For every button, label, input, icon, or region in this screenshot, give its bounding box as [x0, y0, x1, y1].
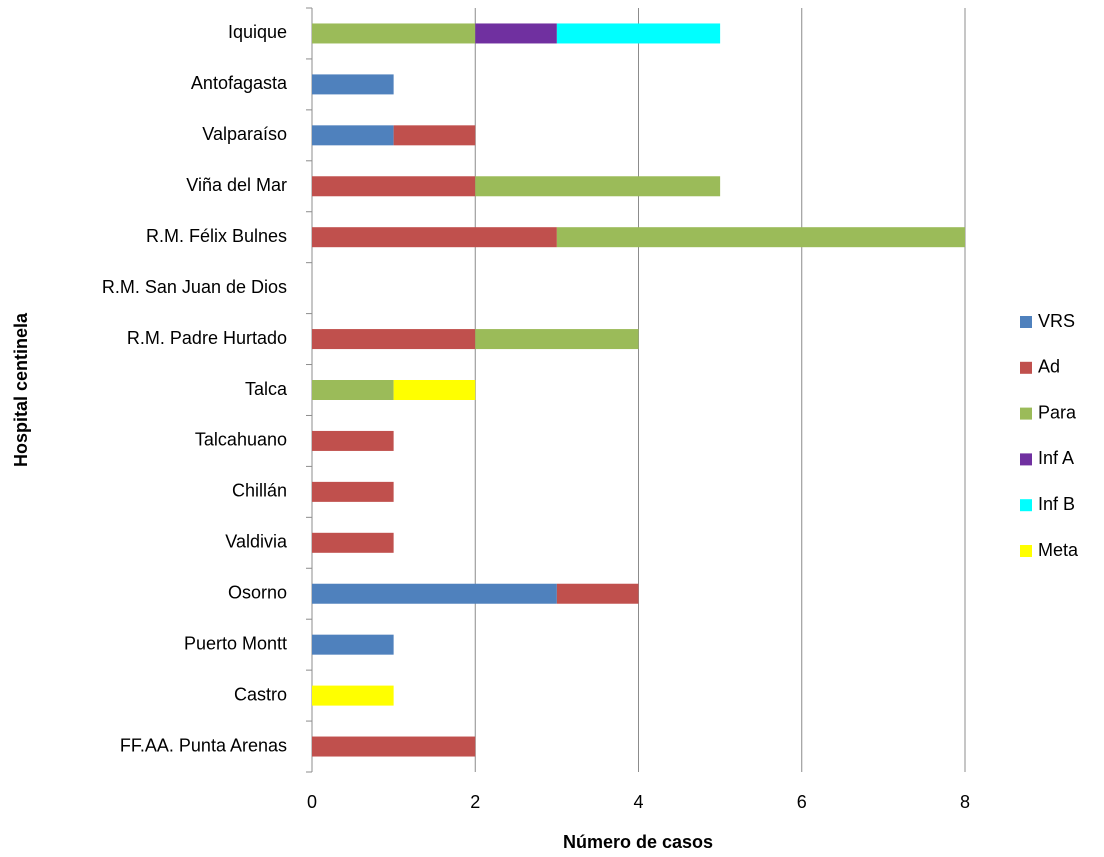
bar-segment: [312, 685, 394, 706]
y-tick-label: Puerto Montt: [184, 633, 287, 653]
legend-swatch: [1020, 545, 1032, 557]
bar-segment: [312, 380, 394, 400]
x-tick-label: 4: [633, 792, 643, 812]
legend-label: VRS: [1038, 311, 1075, 331]
y-tick-label: Talcahuano: [195, 430, 287, 450]
y-tick-label: Viña del Mar: [186, 175, 287, 195]
legend-swatch: [1020, 453, 1032, 466]
bar-segment: [475, 23, 557, 44]
bar-segment: [312, 736, 476, 757]
legend-label: Para: [1038, 402, 1077, 422]
y-tick-label: Osorno: [228, 582, 287, 602]
y-tick-label: R.M. Félix Bulnes: [146, 226, 287, 246]
bar-segment: [312, 227, 557, 248]
y-tick-label: Castro: [234, 684, 287, 704]
bar-segment: [312, 125, 394, 146]
y-tick-label: FF.AA. Punta Arenas: [120, 735, 287, 755]
y-axis-label: Hospital centinela: [11, 312, 31, 467]
bar-segment: [393, 380, 476, 400]
bar-segment: [556, 227, 965, 248]
bar-segment: [556, 23, 721, 44]
y-tick-label: Valparaíso: [202, 124, 287, 144]
bar-segment: [393, 125, 476, 146]
x-tick-label: 0: [307, 792, 317, 812]
y-tick-label: R.M. Padre Hurtado: [127, 328, 287, 348]
y-tick-label: R.M. San Juan de Dios: [102, 277, 287, 297]
legend-label: Inf A: [1038, 448, 1074, 468]
bar-segment: [312, 532, 394, 553]
bar-segment: [312, 329, 476, 350]
bar-segment: [312, 23, 476, 44]
x-tick-label: 6: [797, 792, 807, 812]
legend-swatch: [1020, 316, 1032, 328]
x-axis-label: Número de casos: [563, 832, 713, 852]
legend-swatch: [1020, 407, 1032, 420]
legend-label: Inf B: [1038, 494, 1075, 514]
legend-swatch: [1020, 499, 1032, 512]
x-tick-label: 2: [470, 792, 480, 812]
bar-segment: [312, 74, 394, 95]
bar-segment: [312, 481, 394, 502]
y-tick-label: Chillán: [232, 481, 287, 501]
y-tick-label: Antofagasta: [191, 73, 288, 93]
x-tick-label: 8: [960, 792, 970, 812]
legend-label: Ad: [1038, 357, 1060, 377]
y-tick-label: Iquique: [228, 22, 287, 42]
bar-segment: [475, 329, 639, 350]
bar-segment: [312, 634, 394, 655]
legend-label: Meta: [1038, 540, 1079, 560]
legend-swatch: [1020, 361, 1032, 374]
bar-segment: [312, 176, 476, 197]
bar-segment: [312, 583, 557, 604]
y-tick-label: Valdivia: [225, 532, 288, 552]
bar-segment: [312, 430, 394, 451]
y-tick-label: Talca: [245, 379, 288, 399]
bar-segment: [475, 176, 721, 197]
bar-segment: [556, 583, 639, 604]
